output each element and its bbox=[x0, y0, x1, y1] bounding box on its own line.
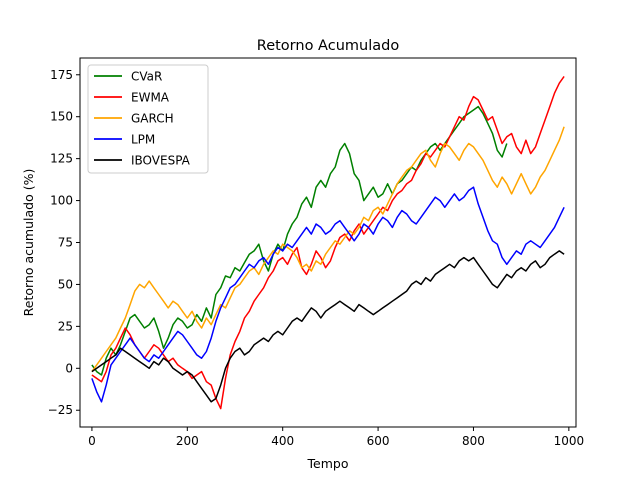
chart-title: Retorno Acumulado bbox=[257, 38, 400, 54]
legend: CVaR EWMA GARCH LPM IBOVESPA bbox=[87, 64, 209, 174]
y-tick-label-6: 125 bbox=[50, 152, 73, 166]
y-tick-label-1: 0 bbox=[65, 361, 73, 375]
series-line-2 bbox=[91, 126, 565, 373]
x-tick-label-1: 200 bbox=[176, 434, 199, 448]
legend-label-3: LPM bbox=[131, 133, 155, 147]
series-line-3 bbox=[91, 186, 565, 403]
y-tick-label-7: 150 bbox=[50, 110, 73, 124]
x-axis: 0 200 400 600 800 1000 bbox=[88, 427, 584, 448]
legend-label-4: IBOVESPA bbox=[131, 154, 191, 168]
x-tick-label-5: 1000 bbox=[554, 434, 585, 448]
x-tick-label-3: 600 bbox=[367, 434, 390, 448]
y-tick-label-5: 100 bbox=[50, 194, 73, 208]
y-axis: −25 0 25 50 75 100 125 150 175 bbox=[48, 68, 80, 417]
series-line-4 bbox=[91, 250, 565, 403]
y-tick-label-3: 50 bbox=[58, 277, 73, 291]
x-axis-label: Tempo bbox=[307, 456, 349, 471]
legend-label-1: EWMA bbox=[131, 91, 170, 105]
legend-label-0: CVaR bbox=[131, 70, 162, 84]
y-tick-label-2: 25 bbox=[58, 319, 73, 333]
y-tick-label-8: 175 bbox=[50, 68, 73, 82]
x-tick-label-0: 0 bbox=[88, 434, 96, 448]
x-tick-label-4: 800 bbox=[462, 434, 485, 448]
y-tick-label-4: 75 bbox=[58, 236, 73, 250]
plot-area bbox=[79, 57, 577, 428]
legend-label-2: GARCH bbox=[131, 112, 174, 126]
y-axis-label: Retorno acumulado (%) bbox=[21, 169, 36, 317]
series-group bbox=[91, 75, 565, 410]
x-tick-label-2: 400 bbox=[271, 434, 294, 448]
legend-box bbox=[87, 64, 209, 174]
series-line-1 bbox=[91, 75, 565, 410]
y-tick-label-0: −25 bbox=[48, 403, 73, 417]
